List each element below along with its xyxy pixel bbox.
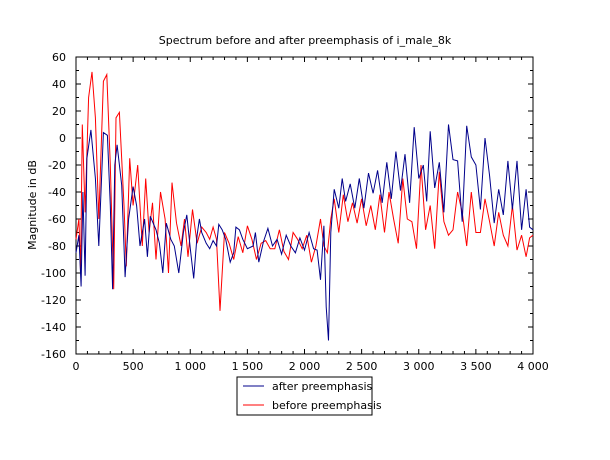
x-tick-label: 500	[123, 360, 144, 373]
legend: after preemphasis before preemphasis	[236, 376, 382, 416]
x-tick-label: 2 500	[346, 360, 378, 373]
y-axis: -160 -140 -120 -100 -80 -60 -40 -20 0 20 40 60	[41, 51, 533, 361]
y-tick-label: -140	[41, 321, 66, 334]
series-layer	[75, 71, 534, 341]
y-tick-label: -80	[48, 240, 66, 253]
y-tick-label: 40	[52, 78, 66, 91]
y-tick-label: -120	[41, 294, 66, 307]
chart-title: Spectrum before and after preemphasis of…	[159, 34, 452, 47]
series-line-before-preemphasis	[75, 71, 534, 311]
y-tick-label: 0	[59, 132, 66, 145]
x-tick-label: 4 000	[517, 360, 549, 373]
legend-label-before: before preemphasis	[272, 399, 382, 412]
y-tick-label: -100	[41, 267, 66, 280]
y-tick-label: 20	[52, 105, 66, 118]
y-tick-label: 60	[52, 51, 66, 64]
legend-box	[236, 376, 373, 416]
x-tick-label: 3 500	[460, 360, 492, 373]
y-tick-label: -40	[48, 186, 66, 199]
y-tick-label: -160	[41, 348, 66, 361]
y-axis-label: Magnitude in dB	[26, 160, 39, 250]
x-tick-label: 2 000	[289, 360, 321, 373]
y-tick-label: -20	[48, 159, 66, 172]
x-tick-label: 0	[73, 360, 80, 373]
x-tick-label: 1 000	[175, 360, 207, 373]
series-line-after-preemphasis	[75, 124, 534, 341]
x-axis: 0 500 1 000 1 500 2 000 2 500 3 000 3 500 4 000	[73, 57, 549, 373]
legend-label-after: after preemphasis	[272, 380, 373, 393]
x-tick-label: 3 000	[403, 360, 435, 373]
x-tick-label: 1 500	[232, 360, 264, 373]
y-tick-label: -60	[48, 213, 66, 226]
